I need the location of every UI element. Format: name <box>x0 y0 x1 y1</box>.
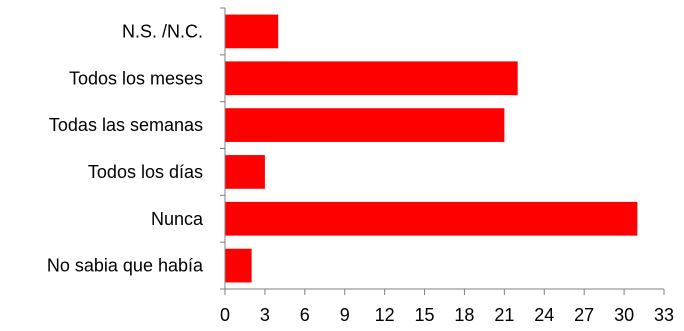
category-label: Todas las semanas <box>49 115 203 135</box>
x-tick-label: 27 <box>574 305 594 325</box>
category-label: Todos los días <box>88 162 203 182</box>
x-tick-label: 15 <box>415 305 435 325</box>
x-tick-label: 12 <box>375 305 395 325</box>
bar <box>225 14 279 49</box>
x-tick-label: 0 <box>220 305 230 325</box>
category-label: N.S. /N.C. <box>122 21 203 41</box>
bar <box>225 155 265 189</box>
bar <box>225 61 518 96</box>
x-tick-label: 24 <box>534 305 554 325</box>
bar <box>225 201 638 236</box>
axes: 0 3 6 9 12 15 18 21 24 27 30 33 <box>220 7 674 325</box>
x-tick-label: 21 <box>494 305 514 325</box>
bars-layer <box>225 14 638 283</box>
category-label: Nunca <box>151 209 204 229</box>
x-tick-label: 33 <box>654 305 674 325</box>
category-label: Todos los meses <box>69 68 203 88</box>
bar <box>225 248 252 283</box>
bar <box>225 108 505 142</box>
category-labels: N.S. /N.C. Todos los meses Todas las seman… <box>47 21 204 275</box>
x-tick-label: 6 <box>300 305 310 325</box>
x-tick-label: 9 <box>340 305 350 325</box>
x-tick-label: 18 <box>454 305 474 325</box>
category-label: No sabia que había <box>47 256 204 276</box>
x-tick-label: 30 <box>614 305 634 325</box>
x-tick-label: 3 <box>260 305 270 325</box>
